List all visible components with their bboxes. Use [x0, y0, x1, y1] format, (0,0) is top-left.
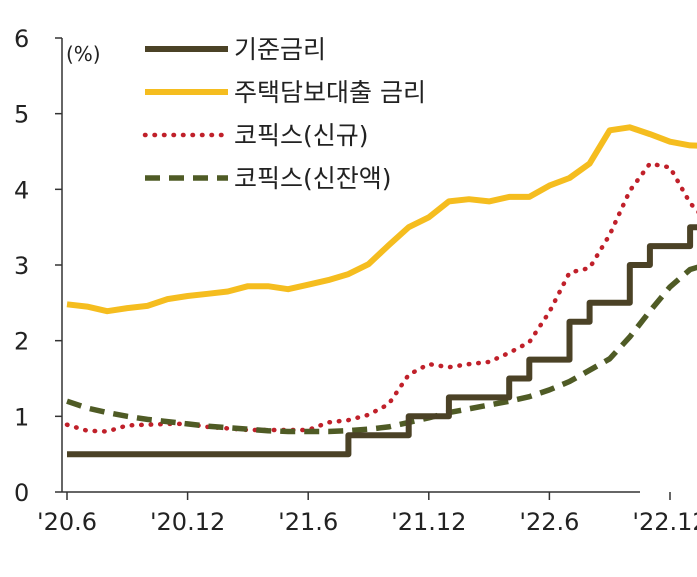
y-tick-label: 6	[14, 25, 29, 53]
legend-label-2: 코픽스(신규)	[234, 121, 369, 150]
x-tick-label: '20.6	[37, 508, 97, 536]
series-layer	[64, 124, 697, 458]
legend-label-3: 코픽스(신잔액)	[234, 164, 392, 193]
x-tick-label: '22.12	[632, 508, 697, 536]
x-tick-label: '22.6	[519, 508, 579, 536]
x-tick-label: '20.12	[150, 508, 225, 536]
series-line-0	[67, 224, 697, 458]
x-tick-label: '21.6	[278, 508, 338, 536]
y-tick-label: 2	[14, 328, 29, 356]
series-line-1	[66, 124, 697, 315]
axes: 0 1 2 3 4 5 6 '20.6 '20.12 '21.6 '21.12 '22.6 '22.12…	[14, 25, 697, 536]
x-tick-label: '21.12	[391, 508, 466, 536]
y-tick-label: 3	[14, 252, 29, 280]
y-tick-label: 4	[14, 176, 29, 204]
series-line-2	[64, 161, 697, 434]
series-line-3	[66, 264, 697, 435]
y-tick-label: 1	[14, 403, 29, 431]
y-tick-label: 0	[14, 479, 29, 507]
legend-label-0: 기준금리	[234, 35, 326, 64]
y-tick-label: 5	[14, 101, 29, 129]
legend-label-1: 주택담보대출 금리	[234, 78, 426, 107]
unit-label: (%)	[66, 42, 101, 66]
